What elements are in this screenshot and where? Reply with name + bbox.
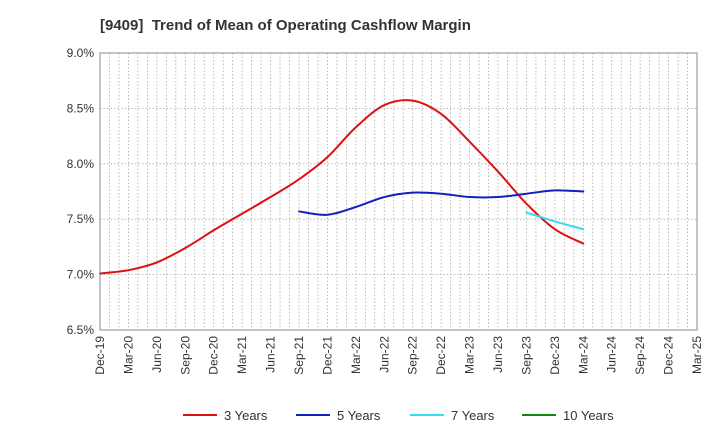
x-tick-label: Dec-24	[662, 336, 676, 375]
x-tick-label: Mar-20	[121, 336, 135, 374]
x-tick-label: Mar-24	[576, 336, 590, 374]
x-tick-label: Jun-23	[491, 336, 505, 373]
plot-area-frame	[99, 52, 698, 331]
x-tick-label: Mar-25	[690, 336, 704, 374]
x-tick-label: Sep-22	[406, 336, 420, 375]
y-tick-label: 9.0%	[67, 46, 95, 60]
x-tick-label: Jun-24	[605, 336, 619, 373]
legend: 3 Years 5 Years 7 Years 10 Years	[183, 408, 614, 423]
x-tick-label: Sep-24	[633, 336, 647, 375]
y-axis-ticks: 6.5% 7.0% 7.5% 8.0% 8.5% 9.0%	[67, 46, 95, 337]
y-tick-label: 7.0%	[67, 268, 95, 282]
gridlines	[100, 52, 697, 331]
chart-title: [9409] Trend of Mean of Operating Cashfl…	[100, 17, 471, 34]
series-line-5-years	[298, 189, 585, 216]
legend-label-7-years: 7 Years	[451, 408, 495, 423]
x-tick-label: Dec-21	[320, 336, 334, 375]
x-tick-label: Jun-22	[377, 336, 391, 373]
x-tick-label: Sep-21	[292, 336, 306, 375]
x-tick-label: Jun-21	[264, 336, 278, 373]
series-line-7-years	[525, 211, 585, 231]
x-tick-label: Mar-23	[463, 336, 477, 374]
series-lines	[99, 99, 585, 275]
x-axis-ticks: Dec-19 Mar-20 Jun-20 Sep-20 Dec-20 Mar-21 Jun-…	[93, 336, 704, 375]
legend-label-5-years: 5 Years	[337, 408, 381, 423]
x-tick-label: Dec-22	[434, 336, 448, 375]
series-line-3-years	[99, 99, 585, 275]
y-tick-label: 8.5%	[67, 101, 95, 115]
x-tick-label: Mar-22	[349, 336, 363, 374]
x-tick-label: Sep-23	[519, 336, 533, 375]
y-tick-label: 8.0%	[67, 157, 95, 171]
legend-label-3-years: 3 Years	[224, 408, 268, 423]
y-tick-label: 6.5%	[67, 323, 95, 337]
y-tick-label: 7.5%	[67, 212, 95, 226]
x-tick-label: Jun-20	[150, 336, 164, 373]
x-tick-label: Dec-19	[93, 336, 107, 375]
x-tick-label: Dec-20	[207, 336, 221, 375]
x-tick-label: Mar-21	[235, 336, 249, 374]
x-tick-label: Dec-23	[548, 336, 562, 375]
x-tick-label: Sep-20	[178, 336, 192, 375]
legend-label-10-years: 10 Years	[563, 408, 614, 423]
